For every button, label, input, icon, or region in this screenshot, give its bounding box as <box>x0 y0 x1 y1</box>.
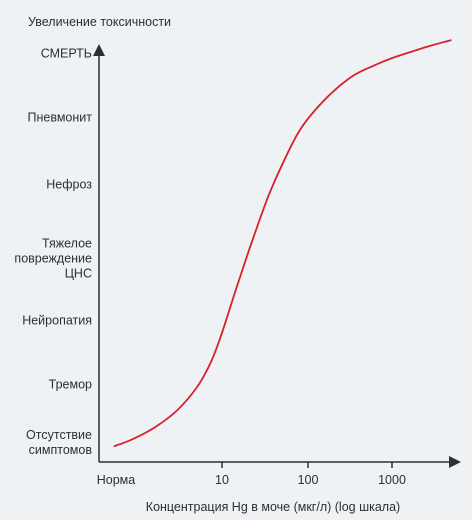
chart-title: Увеличение токсичности <box>28 15 171 29</box>
y-category-label: Тяжелое <box>42 237 92 251</box>
y-category-label: ЦНС <box>65 267 92 281</box>
y-category-label: повреждение <box>14 252 92 266</box>
y-category-label: Пневмонит <box>28 111 93 125</box>
x-tick-label: 1000 <box>378 473 406 487</box>
y-category-label: Нефроз <box>46 178 92 192</box>
x-axis-ticks: Норма 10 100 1000 <box>97 462 406 487</box>
y-category-label: симптомов <box>29 443 93 457</box>
y-category-label: Нейропатия <box>22 314 92 328</box>
series-layer <box>113 39 452 447</box>
toxicity-curve <box>113 39 452 447</box>
y-category-label: Тремор <box>49 378 92 392</box>
x-tick-label: Норма <box>97 473 136 487</box>
y-category-label: СМЕРТЬ <box>41 47 92 61</box>
y-category-label: Отсутствие <box>26 428 92 442</box>
x-tick-label: 100 <box>298 473 319 487</box>
x-tick-label: 10 <box>215 473 229 487</box>
x-axis-label: Концентрация Hg в моче (мкг/л) (log шкал… <box>146 500 400 514</box>
